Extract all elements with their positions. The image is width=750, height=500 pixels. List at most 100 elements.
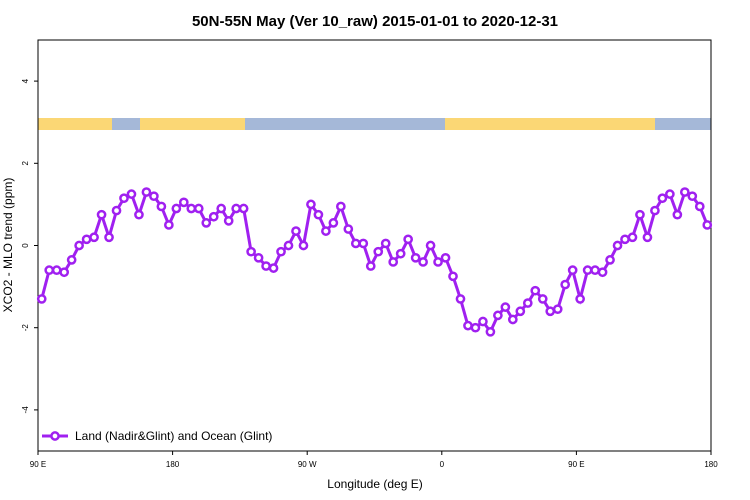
data-point [507, 314, 518, 325]
data-point [246, 246, 256, 257]
data-point [201, 218, 212, 228]
data-point [358, 238, 369, 249]
data-point [321, 226, 331, 236]
data-point [418, 257, 428, 267]
data-point [590, 265, 600, 276]
data-point [44, 265, 55, 276]
data-point [261, 261, 271, 271]
data-point [485, 326, 496, 337]
data-point [208, 211, 219, 222]
data-point [141, 187, 152, 197]
data-point [448, 271, 458, 282]
land-band [38, 118, 112, 130]
data-point [365, 261, 376, 271]
plot-frame [37, 39, 712, 452]
data-point [111, 205, 122, 216]
data-point [96, 209, 107, 220]
data-point [702, 220, 713, 230]
data-point [403, 234, 413, 245]
data-point [567, 265, 578, 276]
x-axis-label: Longitude (deg E) [327, 477, 422, 491]
data-point [582, 265, 593, 276]
data-point [410, 252, 421, 263]
data-point [530, 285, 541, 296]
data-point [336, 201, 346, 212]
land-band [140, 118, 245, 130]
data-point [425, 240, 436, 251]
data-point [36, 294, 47, 304]
y-tick-label: -2 [21, 324, 30, 332]
y-tick-label: 4 [21, 78, 30, 83]
data-point [687, 191, 698, 202]
data-point [186, 203, 197, 214]
data-point [575, 294, 585, 304]
chart-title: 50N-55N May (Ver 10_raw) 2015-01-01 to 2… [192, 13, 558, 30]
data-point [605, 255, 615, 265]
data-point [66, 255, 77, 265]
data-point [463, 320, 473, 331]
data-point [81, 234, 92, 245]
data-point [104, 232, 114, 243]
data-point [433, 257, 443, 267]
data-point [552, 304, 563, 315]
data-point [560, 279, 571, 290]
y-tick-label: 2 [21, 161, 30, 166]
data-point [291, 226, 301, 236]
data-point [89, 232, 99, 243]
land-ocean-strip [38, 118, 711, 130]
y-axis-label: XCO2 - MLO trend (ppm) [1, 178, 15, 313]
data-point [478, 316, 488, 327]
data-point [149, 191, 159, 202]
data-point [493, 310, 503, 321]
data-point [328, 218, 339, 228]
land-band [445, 118, 655, 130]
data-point [350, 238, 361, 249]
data-point [223, 215, 234, 226]
data-point [238, 203, 249, 214]
x-tick-label: 0 [440, 460, 445, 469]
data-point [59, 267, 70, 278]
data-point [665, 189, 675, 199]
x-tick-label: 90 W [298, 460, 317, 469]
data-point [642, 232, 653, 243]
data-point [373, 246, 384, 257]
data-point [343, 224, 354, 234]
data-point [306, 199, 316, 210]
data-point [635, 209, 645, 220]
data-point [283, 240, 294, 251]
data-point [470, 322, 481, 333]
data-point [380, 238, 391, 249]
data-point [178, 197, 189, 208]
x-tick-label: 180 [704, 460, 718, 469]
x-tick-label: 180 [166, 460, 180, 469]
x-tick-label: 90 E [30, 460, 46, 469]
data-point [612, 240, 623, 251]
data-point [694, 201, 705, 212]
data-point [657, 193, 668, 204]
data-point [545, 306, 556, 317]
data-point [537, 294, 548, 304]
data-point [51, 265, 62, 276]
data-point [679, 187, 690, 197]
x-tick-label: 90 E [568, 460, 584, 469]
data-point [455, 294, 466, 304]
data-point [268, 263, 279, 273]
data-point [119, 193, 129, 204]
data-point [313, 209, 324, 220]
data-point [156, 201, 167, 212]
data-point [231, 203, 242, 214]
y-tick-label: 0 [21, 243, 30, 248]
data-point [276, 246, 286, 257]
data-point [193, 203, 204, 214]
data-point [672, 209, 683, 220]
data-point [515, 306, 526, 317]
data-point [388, 257, 399, 267]
data-point [74, 240, 84, 251]
data-point [395, 248, 406, 259]
y-tick-label: -4 [21, 406, 30, 414]
data-point [500, 302, 511, 312]
data-point [627, 232, 638, 243]
legend-label: Land (Nadir&Glint) and Ocean (Glint) [75, 429, 272, 443]
data-point [216, 203, 227, 214]
